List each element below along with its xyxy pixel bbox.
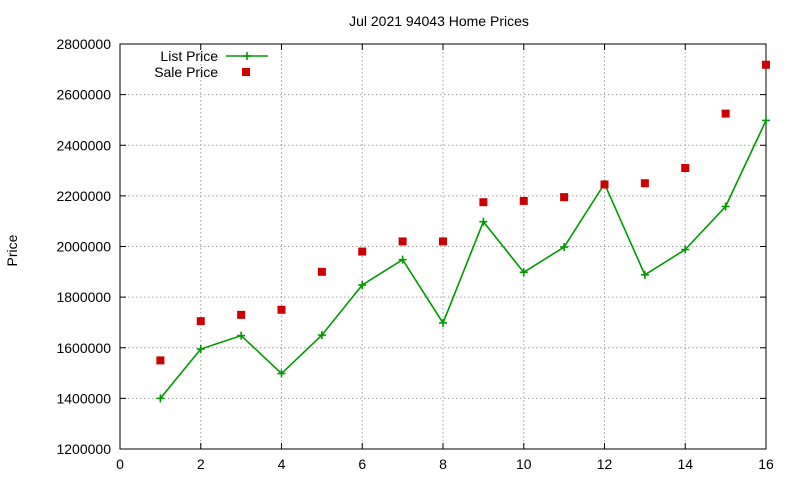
data-point xyxy=(277,369,286,378)
data-series xyxy=(156,60,770,403)
data-point xyxy=(762,60,770,69)
legend-label: Sale Price xyxy=(154,64,218,80)
data-point xyxy=(398,237,407,246)
data-point xyxy=(519,196,528,205)
data-point xyxy=(681,245,690,254)
data-point xyxy=(196,345,205,354)
data-point xyxy=(681,164,690,173)
y-tick-label: 1400000 xyxy=(56,390,111,406)
legend-label: List Price xyxy=(160,48,218,64)
axis-tick-labels: 0 2 4 6 8 10 12 14 16 1200000 1400000 1600000 180000… xyxy=(56,36,774,472)
data-point xyxy=(600,180,609,189)
x-tick-label: 0 xyxy=(116,456,124,472)
data-point xyxy=(398,255,407,264)
x-tick-label: 6 xyxy=(358,456,366,472)
data-point xyxy=(196,317,205,326)
data-point xyxy=(560,193,569,202)
data-point xyxy=(439,318,447,327)
x-tick-label: 8 xyxy=(439,456,447,472)
legend-marker xyxy=(243,52,251,60)
series-line xyxy=(159,120,767,399)
y-tick-label: 2800000 xyxy=(56,36,111,52)
y-tick-label: 2400000 xyxy=(56,137,111,153)
y-axis-label: Price xyxy=(4,234,20,266)
data-point xyxy=(237,310,246,319)
x-tick-label: 4 xyxy=(278,456,286,472)
x-tick-label: 12 xyxy=(597,456,613,472)
data-point xyxy=(277,305,286,314)
x-tick-label: 16 xyxy=(758,456,774,472)
y-tick-label: 2600000 xyxy=(56,87,111,103)
data-point xyxy=(317,267,326,276)
data-point xyxy=(640,270,649,279)
chart-title: Jul 2021 94043 Home Prices xyxy=(349,13,529,29)
grid xyxy=(120,44,766,449)
series-list-price xyxy=(156,116,770,403)
data-point xyxy=(439,237,447,246)
y-tick-label: 2200000 xyxy=(56,188,111,204)
data-point xyxy=(721,109,730,118)
data-point xyxy=(156,356,165,365)
legend-marker xyxy=(242,68,250,76)
axis-ticks xyxy=(119,43,767,450)
data-point xyxy=(479,198,488,207)
data-point xyxy=(358,280,367,289)
x-tick-label: 14 xyxy=(677,456,693,472)
data-point xyxy=(358,247,367,256)
x-tick-label: 10 xyxy=(516,456,532,472)
data-point xyxy=(156,394,165,403)
y-tick-label: 2000000 xyxy=(56,239,111,255)
data-point xyxy=(560,243,569,252)
x-tick-label: 2 xyxy=(197,456,205,472)
data-point xyxy=(640,179,649,188)
y-tick-label: 1600000 xyxy=(56,340,111,356)
data-point xyxy=(762,116,770,125)
data-point xyxy=(479,217,488,226)
y-tick-label: 1200000 xyxy=(56,441,111,457)
data-point xyxy=(519,268,528,277)
data-point xyxy=(317,331,326,340)
data-point xyxy=(721,202,730,211)
y-tick-label: 1800000 xyxy=(56,289,111,305)
data-point xyxy=(237,331,246,340)
series-sale-price xyxy=(156,60,770,365)
